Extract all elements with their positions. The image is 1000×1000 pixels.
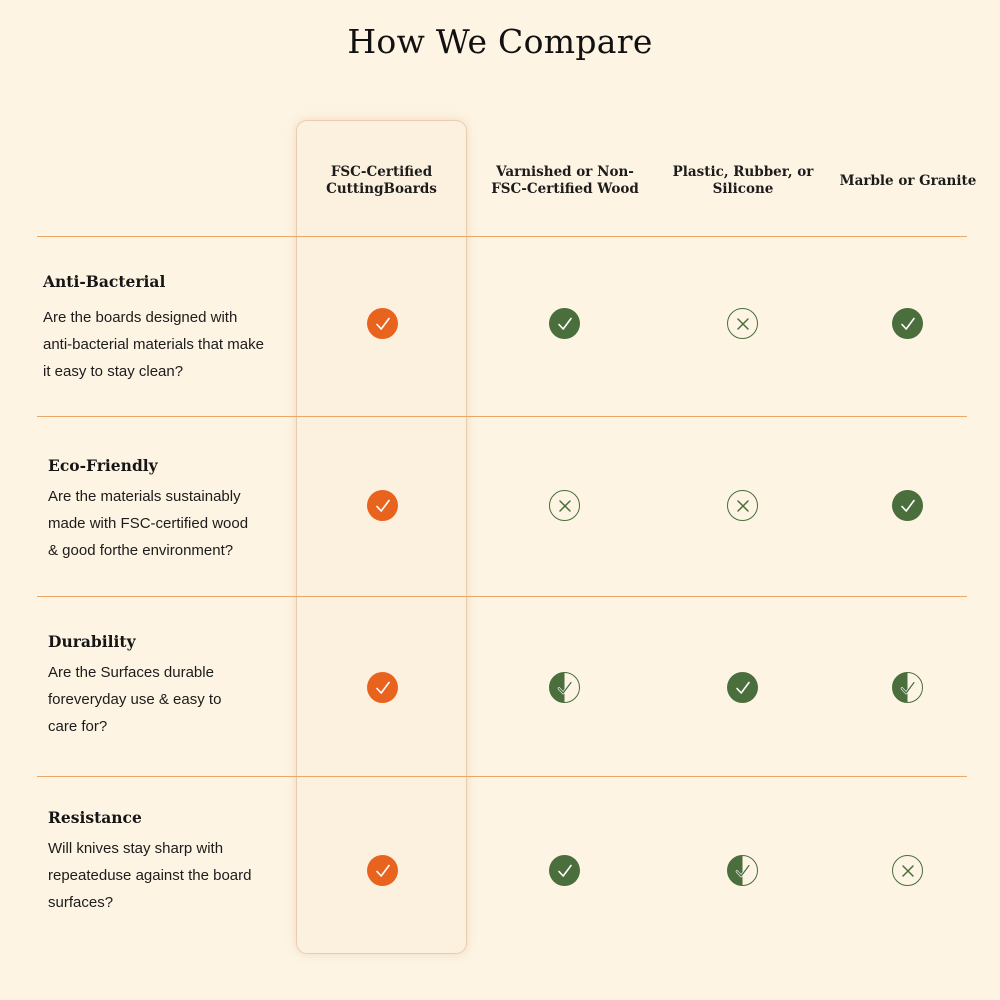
- divider: [37, 416, 967, 417]
- column-header-varnished-wood: Varnished or Non- FSC-Certified Wood: [485, 155, 645, 207]
- half-filled-checkmark-icon: [727, 855, 758, 886]
- checkmark-icon: [367, 308, 398, 339]
- row-label: Resistance: [48, 808, 142, 827]
- column-header-line: Marble or Granite: [839, 172, 977, 189]
- row-description-line: repeateduse against the board: [48, 867, 252, 884]
- row-label: Durability: [48, 632, 136, 651]
- x-icon: [727, 308, 758, 339]
- checkmark-icon: [367, 672, 398, 703]
- row-description: Are the boards designed with anti-bacter…: [43, 304, 288, 385]
- row-description-line: care for?: [48, 718, 108, 735]
- row-description-line: made with FSC-certified wood: [48, 515, 249, 532]
- column-header-line: CuttingBoards: [326, 181, 437, 197]
- checkmark-icon: [892, 490, 923, 521]
- row-label: Eco-Friendly: [48, 456, 158, 475]
- checkmark-icon: [367, 490, 398, 521]
- x-icon: [727, 490, 758, 521]
- checkmark-icon: [727, 672, 758, 703]
- column-header-line: Silicone: [712, 181, 774, 197]
- row-description: Are the materials sustainably made with …: [48, 483, 293, 564]
- checkmark-icon: [549, 855, 580, 886]
- row-description-line: it easy to stay clean?: [43, 363, 184, 380]
- divider: [37, 236, 967, 237]
- column-header-fsc-certified: FSC-Certified CuttingBoards: [297, 155, 466, 207]
- column-header-marble-granite: Marble or Granite: [838, 155, 978, 207]
- divider: [37, 596, 967, 597]
- row-description: Are the Surfaces durable foreveryday use…: [48, 659, 293, 740]
- column-header-plastic-rubber-silicone: Plastic, Rubber, or Silicone: [664, 155, 822, 207]
- x-icon: [549, 490, 580, 521]
- checkmark-icon: [892, 308, 923, 339]
- row-description-line: Are the materials sustainably: [48, 488, 241, 505]
- row-description-line: Are the boards designed with: [43, 309, 238, 326]
- row-description-line: & good forthe environment?: [48, 542, 234, 559]
- highlighted-column-card: [297, 121, 466, 953]
- row-description-line: surfaces?: [48, 894, 114, 911]
- half-filled-checkmark-icon: [549, 672, 580, 703]
- x-icon: [892, 855, 923, 886]
- divider: [37, 776, 967, 777]
- checkmark-icon: [367, 855, 398, 886]
- row-description-line: Are the Surfaces durable: [48, 664, 214, 681]
- comparison-row-eco-friendly: Eco-Friendly Are the materials sustainab…: [0, 416, 1000, 596]
- column-header-line: Plastic, Rubber, or: [672, 164, 814, 180]
- column-header-line: FSC-Certified Wood: [491, 181, 639, 197]
- column-header-line: FSC-Certified: [330, 164, 433, 180]
- comparison-row-resistance: Resistance Will knives stay sharp with r…: [0, 776, 1000, 956]
- checkmark-icon: [549, 308, 580, 339]
- comparison-row-durability: Durability Are the Surfaces durable fore…: [0, 596, 1000, 776]
- column-header-line: Varnished or Non-: [496, 164, 634, 180]
- half-filled-checkmark-icon: [892, 672, 923, 703]
- row-description-line: foreveryday use & easy to: [48, 691, 222, 708]
- row-description-line: anti-bacterial materials that make: [43, 336, 264, 353]
- row-label: Anti-Bacterial: [43, 272, 166, 291]
- comparison-row-anti-bacterial: Anti-Bacterial Are the boards designed w…: [0, 236, 1000, 416]
- row-description-line: Will knives stay sharp with: [48, 840, 224, 857]
- row-description: Will knives stay sharp with repeateduse …: [48, 835, 293, 916]
- page-title: How We Compare: [347, 22, 653, 61]
